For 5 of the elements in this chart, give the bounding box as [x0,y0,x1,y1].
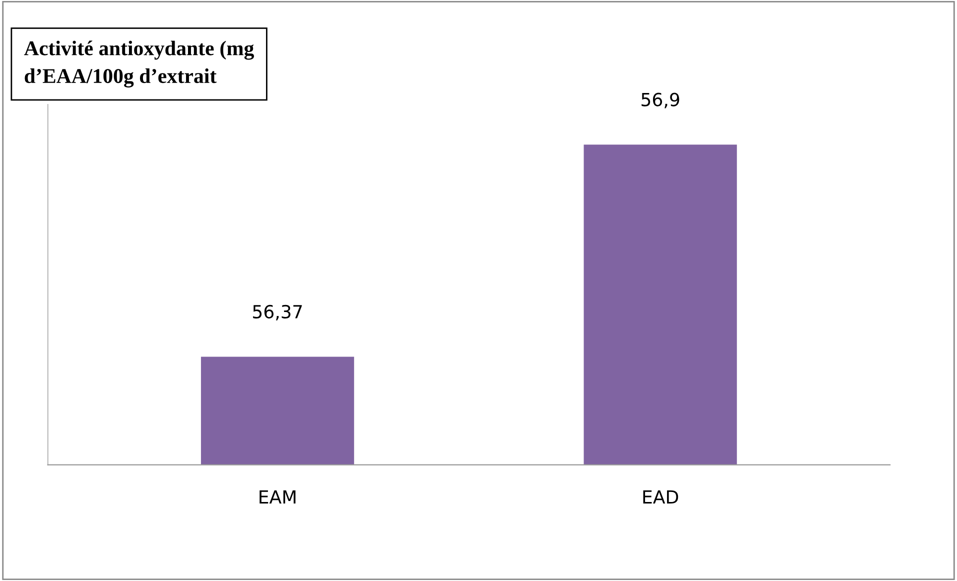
x-tick-label: EAM [260,490,296,504]
x-tick-label: EAD [643,490,678,504]
data-label: 56,9 [642,92,680,108]
chart-title: Activité antioxydante (mg d’EAA/100g d’extrait [24,40,254,88]
data-label: 56,37 [253,304,302,320]
